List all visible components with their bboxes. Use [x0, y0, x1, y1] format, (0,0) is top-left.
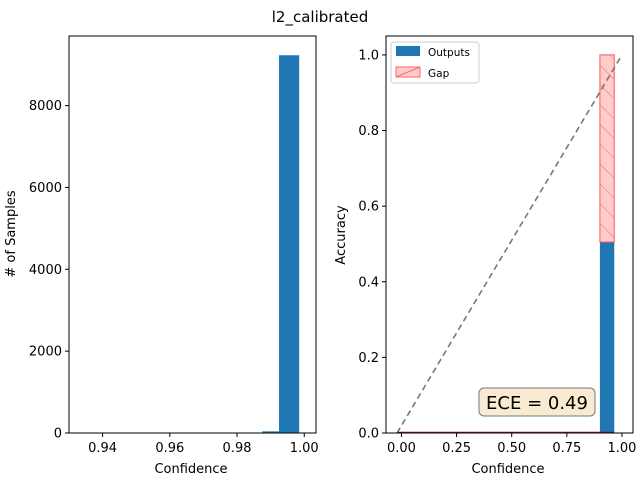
histogram-y-tick-label: 2000 [29, 345, 62, 360]
perfect-calibration-line [396, 54, 623, 434]
legend-swatch-gap-hatch [395, 66, 421, 78]
reliability-x-tick-label: 0.75 [552, 441, 581, 456]
reliability-y-label: Accuracy [334, 205, 349, 265]
reliability-y-ticks: 0.0 0.2 0.4 0.6 0.8 1.0 [358, 48, 386, 442]
histogram-frame [68, 35, 317, 434]
reliability-y-tick-label: 0.8 [358, 124, 379, 139]
reliability-x-tick-label: 0.00 [387, 441, 416, 456]
reliability-diagram: 0.00 0.25 0.50 0.75 1.00 0.00.20.40.60.81.0 … [334, 35, 636, 477]
histogram-bar [262, 431, 280, 433]
ece-annotation-box [478, 387, 596, 417]
ece-annotation-text: ECE = 0.49 [486, 393, 588, 414]
legend-label-outputs: Outputs [428, 47, 470, 59]
histogram-x-tick-label: 0.96 [155, 441, 184, 456]
outputs-bar [599, 242, 615, 433]
histogram-x-tick-label: 0.94 [88, 441, 117, 456]
reliability-x-tick-label: 1.00 [607, 441, 636, 456]
gap-bar-hatch [599, 54, 615, 243]
histogram-y-label: # of Samples [4, 190, 19, 277]
reliability-x-tick-label: 0.25 [442, 441, 471, 456]
reliability-x-label: Confidence [471, 462, 544, 477]
histogram-y-tick-label: 6000 [29, 181, 62, 196]
histogram-y-tick-label: 4000 [29, 263, 62, 278]
reliability-frame [385, 35, 634, 434]
histogram-x-ticks: 0.94 0.96 0.98 1.00 [88, 433, 319, 456]
legend: Outputs Gap [390, 41, 480, 84]
reliability-y-tick-label: 0.4 [358, 275, 379, 290]
reliability-y-tick-label: 0.6 [358, 200, 379, 215]
reliability-x-tick-label: 0.50 [497, 441, 526, 456]
samples-histogram: 0.94 0.96 0.98 1.00 0 2000 4000 6000 8000 Confi… [4, 35, 319, 477]
histogram-x-tick-label: 1.00 [290, 441, 319, 456]
ece-annotation: ECE = 0.49 [478, 387, 596, 417]
figure-title: l2_calibrated [272, 8, 369, 27]
histogram-x-tick-label: 0.98 [223, 441, 252, 456]
histogram-y-tick-label: 8000 [29, 99, 62, 114]
reliability-y-tick-label: 0.2 [358, 351, 379, 366]
reliability-bars [599, 54, 615, 433]
legend-swatch-outputs [396, 46, 420, 56]
reliability-y-tick-label: 0.0 [358, 427, 379, 442]
histogram-bars [262, 55, 300, 433]
reliability-y-tick-label: 1.0 [358, 48, 379, 63]
reliability-x-ticks: 0.00 0.25 0.50 0.75 1.00 [387, 433, 636, 456]
histogram-bar [279, 55, 300, 433]
legend-label-gap: Gap [428, 68, 450, 80]
histogram-x-label: Confidence [154, 462, 227, 477]
histogram-y-ticks: 0 2000 4000 6000 8000 [29, 99, 69, 442]
histogram-y-tick-label: 0 [54, 427, 62, 442]
